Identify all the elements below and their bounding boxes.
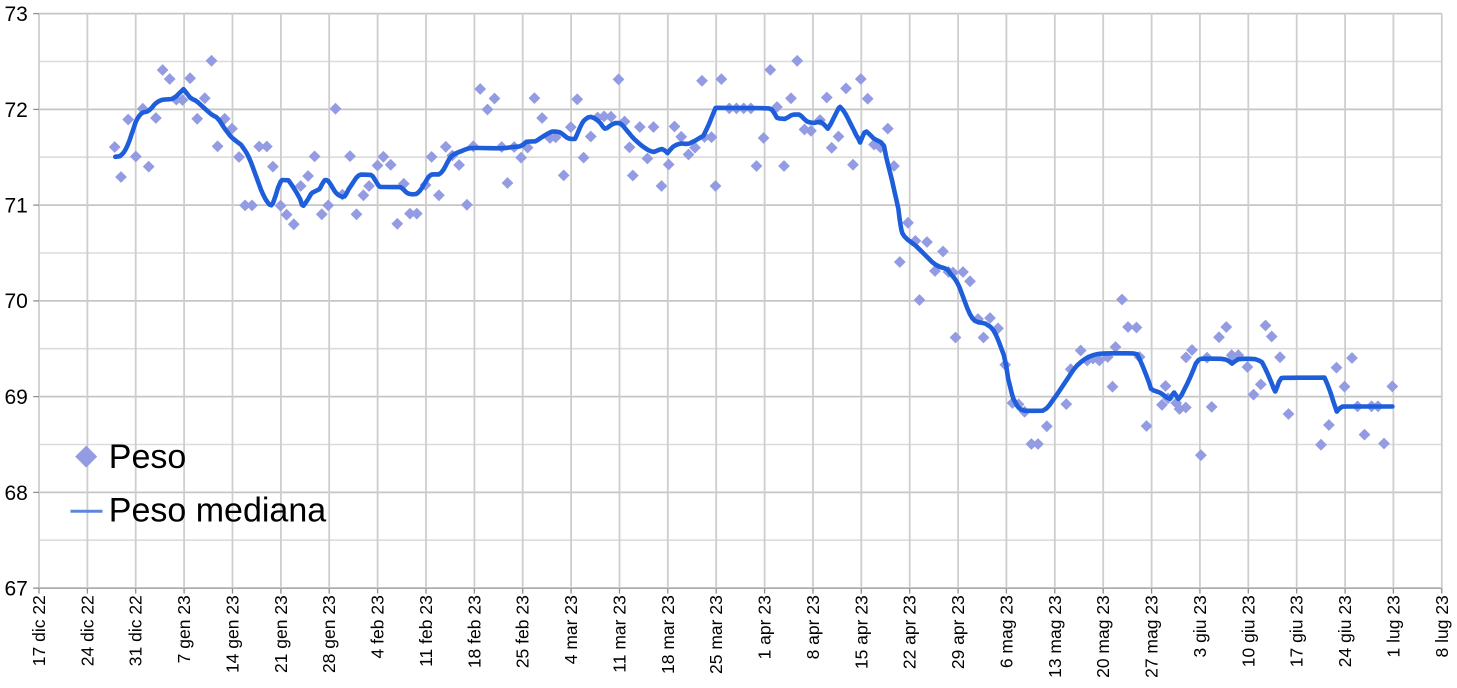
svg-text:25 feb 23: 25 feb 23 xyxy=(513,595,533,668)
svg-text:1 lug 23: 1 lug 23 xyxy=(1383,595,1403,657)
svg-text:22 apr 23: 22 apr 23 xyxy=(900,595,920,669)
svg-text:3 giu 23: 3 giu 23 xyxy=(1190,595,1210,657)
svg-text:Peso: Peso xyxy=(109,438,187,476)
svg-text:21 gen 23: 21 gen 23 xyxy=(271,595,291,673)
svg-text:17 giu 23: 17 giu 23 xyxy=(1287,595,1307,667)
svg-text:71: 71 xyxy=(4,195,27,218)
svg-text:8 apr 23: 8 apr 23 xyxy=(803,595,823,659)
svg-text:25 mar 23: 25 mar 23 xyxy=(706,595,726,674)
svg-text:24 giu 23: 24 giu 23 xyxy=(1335,595,1355,667)
svg-text:69: 69 xyxy=(4,386,27,409)
svg-text:4 mar 23: 4 mar 23 xyxy=(561,595,581,664)
svg-text:6 mag 23: 6 mag 23 xyxy=(996,595,1016,668)
svg-text:70: 70 xyxy=(4,290,27,313)
svg-text:24 dic 22: 24 dic 22 xyxy=(77,595,97,666)
svg-text:18 mar 23: 18 mar 23 xyxy=(658,595,678,674)
svg-text:11 feb 23: 11 feb 23 xyxy=(416,595,436,667)
svg-text:18 feb 23: 18 feb 23 xyxy=(464,595,484,668)
svg-text:72: 72 xyxy=(4,99,27,122)
svg-text:11 mar 23: 11 mar 23 xyxy=(610,595,630,673)
svg-text:8 lug 23: 8 lug 23 xyxy=(1432,595,1452,657)
svg-text:68: 68 xyxy=(4,482,27,505)
svg-text:1 apr 23: 1 apr 23 xyxy=(755,595,775,659)
svg-text:27 mag 23: 27 mag 23 xyxy=(1142,595,1162,678)
svg-text:7 gen 23: 7 gen 23 xyxy=(174,595,194,663)
svg-text:10 giu 23: 10 giu 23 xyxy=(1238,595,1258,667)
svg-text:15 apr 23: 15 apr 23 xyxy=(851,595,871,669)
svg-text:17 dic 22: 17 dic 22 xyxy=(29,595,49,666)
svg-text:13 mag 23: 13 mag 23 xyxy=(1045,595,1065,678)
svg-text:20 mag 23: 20 mag 23 xyxy=(1093,595,1113,678)
svg-text:31 dic 22: 31 dic 22 xyxy=(126,595,146,666)
svg-text:67: 67 xyxy=(4,578,27,601)
svg-text:29 apr 23: 29 apr 23 xyxy=(948,595,968,669)
svg-text:14 gen 23: 14 gen 23 xyxy=(223,595,243,673)
svg-text:Peso mediana: Peso mediana xyxy=(109,492,326,530)
svg-text:28 gen 23: 28 gen 23 xyxy=(319,595,339,673)
svg-text:4 feb 23: 4 feb 23 xyxy=(368,595,388,658)
svg-text:73: 73 xyxy=(4,3,27,26)
